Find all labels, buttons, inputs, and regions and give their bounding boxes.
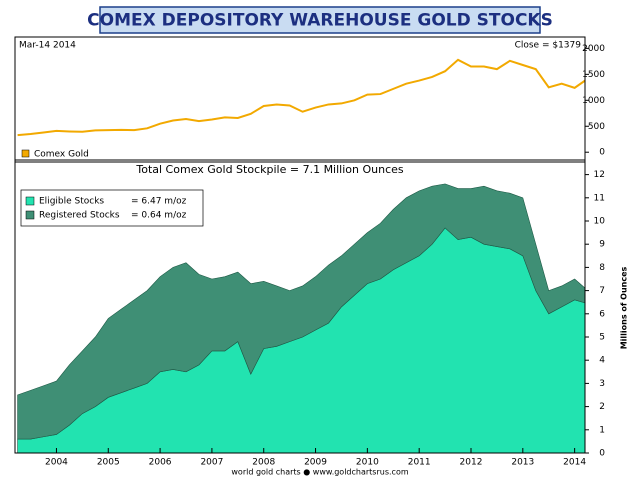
panel-frame	[14, 161, 586, 454]
y-tick-label: 8	[599, 263, 605, 273]
x-tick-label: 2014	[563, 458, 586, 468]
y-tick-label: 10	[594, 217, 606, 227]
x-tick-label: 2005	[97, 458, 120, 468]
footer: world gold charts ● www.goldchartsrus.co…	[231, 468, 408, 477]
legend-label: Comex Gold	[34, 150, 89, 160]
y-tick-label: 0	[599, 449, 605, 459]
y-tick-label: 9	[599, 240, 605, 250]
y-tick-label: 6	[599, 309, 605, 319]
x-tick-label: 2007	[200, 458, 223, 468]
panel-frame	[14, 36, 586, 161]
price-line	[17, 58, 586, 137]
y-tick-label: 11	[594, 193, 605, 203]
title-banner	[99, 6, 541, 34]
y-tick-label: 1500	[582, 70, 605, 80]
y-axis-title: Millions of Ounces	[620, 266, 629, 349]
legend-swatch	[21, 149, 30, 158]
x-tick-label: 2006	[149, 458, 172, 468]
close-label: Close = $1379	[515, 41, 582, 51]
y-tick-label: 1000	[582, 96, 605, 106]
y-tick-label: 3	[599, 379, 605, 389]
y-tick-label: 5	[599, 333, 605, 343]
y-tick-label: 2000	[582, 44, 605, 54]
x-tick-label: 2011	[408, 458, 431, 468]
x-tick-label: 2009	[304, 458, 327, 468]
x-tick-label: 2010	[356, 458, 379, 468]
chart-title: COMEX DEPOSITORY WAREHOUSE GOLD STOCKS	[87, 11, 553, 31]
y-tick-label: 7	[599, 286, 605, 296]
x-tick-label: 2008	[252, 458, 275, 468]
legend-value: = 0.64 m/oz	[131, 211, 187, 221]
legend-swatch	[25, 196, 35, 206]
y-tick-label: 500	[588, 122, 605, 132]
legend-box	[20, 189, 204, 227]
x-tick-label: 2004	[45, 458, 68, 468]
panel-title: Total Comex Gold Stockpile = 7.1 Million…	[135, 163, 404, 176]
legend-value: = 6.47 m/oz	[131, 197, 187, 207]
x-tick-label: 2012	[460, 458, 483, 468]
legend-label: Registered Stocks	[39, 211, 120, 221]
date-label: Mar-14 2014	[19, 41, 76, 51]
legend-label: Eligible Stocks	[39, 197, 104, 207]
legend-swatch	[25, 210, 35, 220]
y-tick-label: 12	[594, 170, 605, 180]
y-tick-label: 0	[599, 148, 605, 158]
y-tick-label: 2	[599, 402, 605, 412]
y-tick-label: 1	[599, 425, 605, 435]
x-tick-label: 2013	[511, 458, 534, 468]
y-tick-label: 4	[599, 356, 605, 366]
